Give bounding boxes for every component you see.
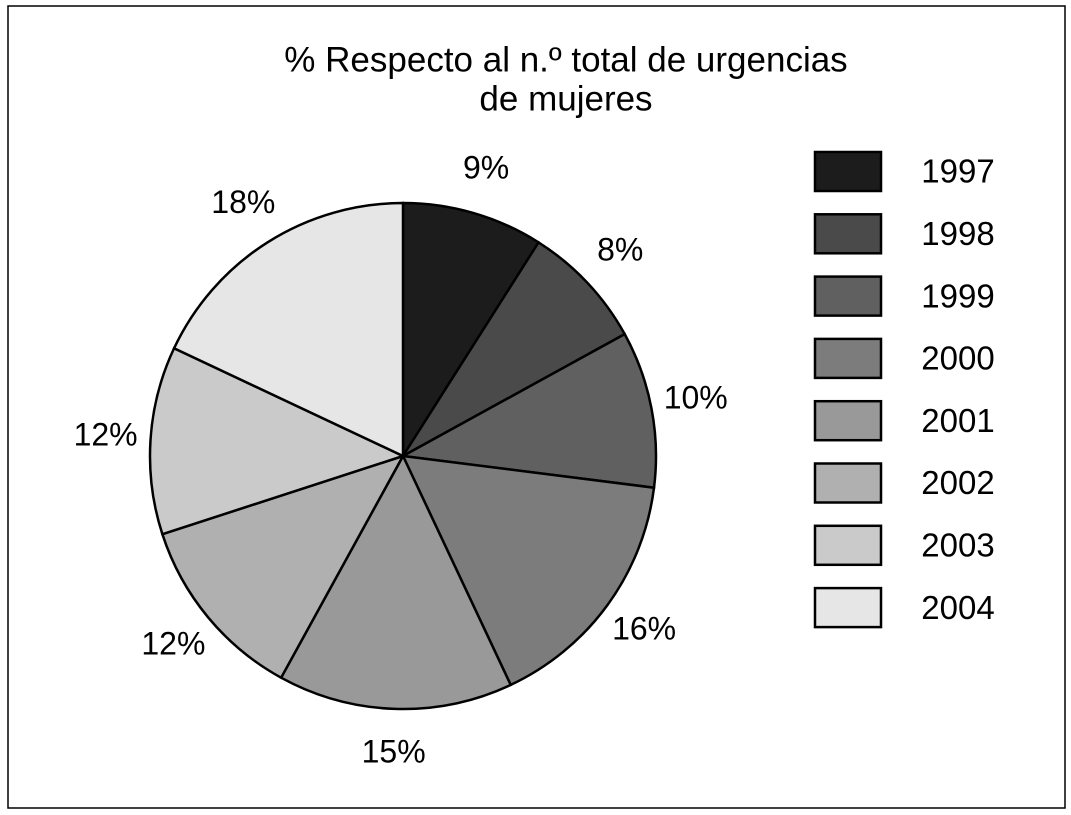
legend-swatch: [813, 524, 883, 567]
pie-slice: [279, 453, 513, 711]
legend-swatch: [813, 275, 883, 317]
pie-slice: [399, 332, 658, 490]
data-label: 15%: [362, 733, 426, 769]
legend-label: 2002: [921, 464, 994, 501]
legend-label: 2003: [921, 527, 994, 564]
legend-label: 2000: [921, 340, 994, 377]
legend-swatch: [813, 586, 883, 629]
legend-label: 2004: [921, 589, 994, 626]
legend-swatch: [813, 337, 883, 380]
pie-slice: [400, 454, 656, 687]
legend-label: 1999: [921, 277, 994, 314]
legend-swatch: [813, 399, 883, 442]
legend-label: 2001: [921, 402, 994, 439]
pie-slice: [148, 346, 407, 536]
data-label: 10%: [664, 380, 728, 416]
data-label: 12%: [141, 625, 205, 661]
legend-label: 1998: [921, 215, 994, 252]
legend-swatch: [813, 150, 883, 193]
chart-title: % Respecto al n.º total de urgencias: [284, 40, 847, 79]
pie-slice: [401, 201, 541, 461]
data-label: 8%: [597, 231, 643, 267]
pie-slice: [401, 240, 627, 458]
pie-slice: [160, 453, 406, 680]
legend-label: 1997: [921, 153, 994, 190]
data-label: 9%: [463, 149, 509, 185]
data-label: 16%: [612, 611, 676, 647]
pie-slice: [172, 201, 405, 458]
data-label: 18%: [211, 184, 275, 220]
data-label: 12%: [74, 417, 138, 453]
legend-swatch: [813, 213, 883, 255]
chart-title: de mujeres: [479, 79, 652, 118]
legend-swatch: [813, 462, 883, 504]
